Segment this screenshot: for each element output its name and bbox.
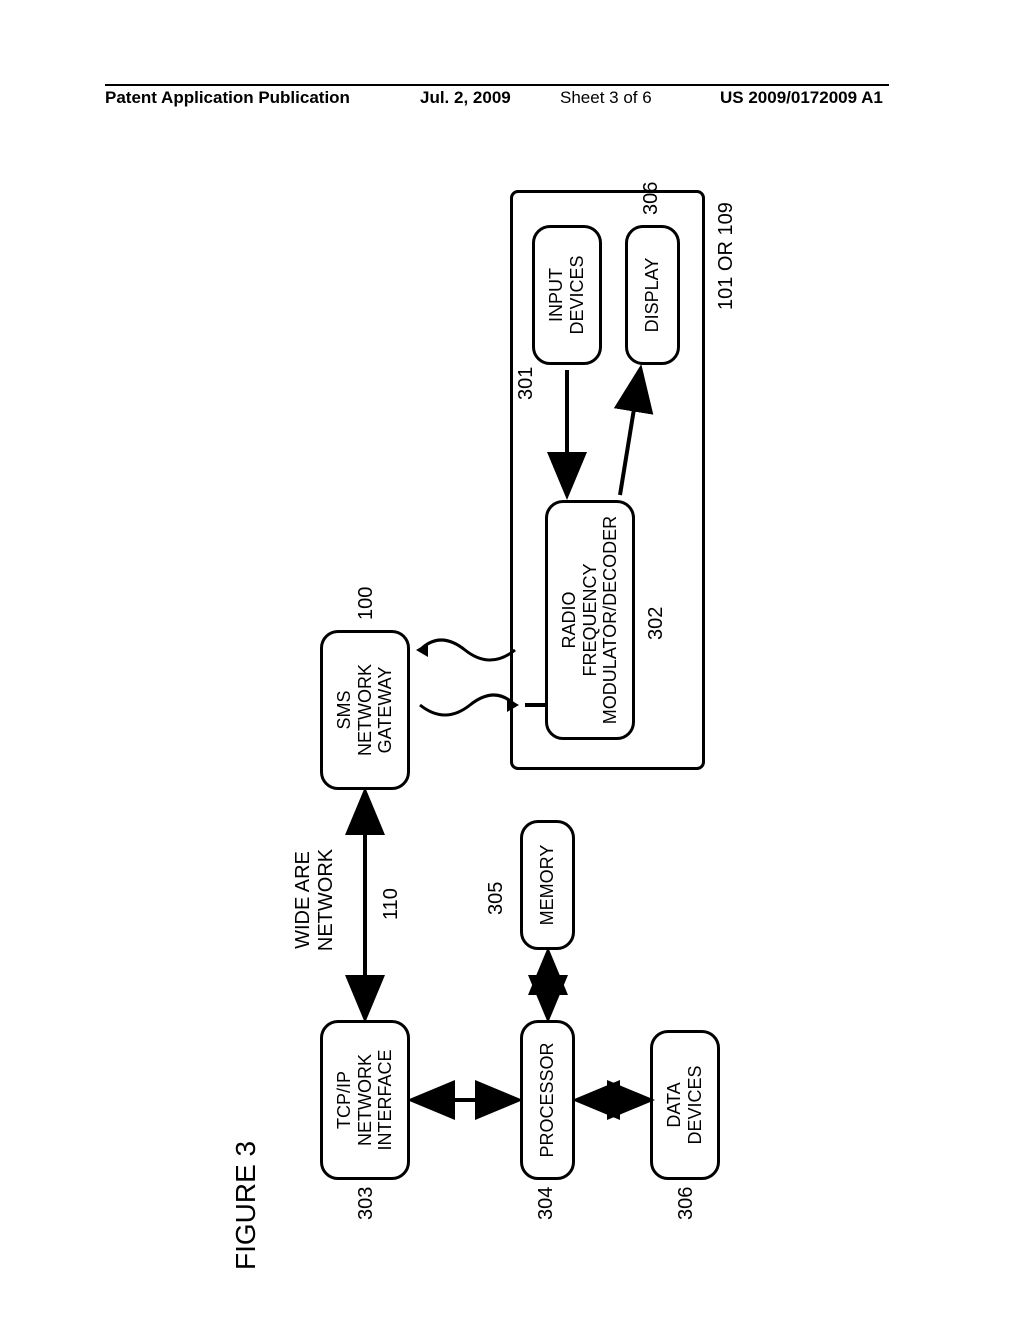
wan-label: WIDE ARE NETWORK [292,800,338,1000]
sms-ref: 100 [355,587,378,620]
wave-up-icon [415,610,525,690]
proc-data-arrow [575,1090,655,1110]
header-sheet: Sheet 3 of 6 [560,88,652,108]
figure-title: FIGURE 3 [230,1141,262,1270]
display-box: DISPLAY [625,225,680,365]
device-ref: 101 OR 109 [715,202,738,310]
data-devices-ref: 306 [675,1187,698,1220]
rf-top-stub [525,695,550,715]
processor-label: PROCESSOR [537,1042,558,1157]
processor-box: PROCESSOR [520,1020,575,1180]
tcpip-ref: 303 [355,1187,378,1220]
rf-ref: 302 [645,607,668,640]
tcpip-line3: INTERFACE [375,1050,396,1151]
data-devices-box: DATA DEVICES [650,1030,720,1180]
tcpip-box: TCP/IP NETWORK INTERFACE [320,1020,410,1180]
input-line2: DEVICES [567,255,588,334]
data-line1: DATA [664,1082,685,1127]
sms-line2: NETWORK [355,664,376,756]
header-rule [105,84,889,86]
input-ref: 301 [515,367,538,400]
header-pub-number: US 2009/0172009 A1 [720,88,883,108]
input-devices-box: INPUT DEVICES [532,225,602,365]
memory-label: MEMORY [537,845,558,926]
input-rf-arrow [557,365,577,500]
memory-ref: 305 [485,882,508,915]
rf-display-arrow [610,365,630,500]
processor-ref: 304 [535,1187,558,1220]
tcpip-line2: NETWORK [355,1054,376,1146]
header-date: Jul. 2, 2009 [420,88,511,108]
diagram-container: FIGURE 3 TCP/IP NETWORK INTERFACE 303 SM… [70,170,970,1270]
tcpip-proc-arrow [410,1090,520,1110]
rf-line1: RADIO [559,592,580,649]
sms-box: SMS NETWORK GATEWAY [320,630,410,790]
tcpip-line1: TCP/IP [334,1071,355,1129]
sms-line1: SMS [334,691,355,730]
wan-arrow [350,790,390,1020]
figure-3-diagram: FIGURE 3 TCP/IP NETWORK INTERFACE 303 SM… [320,170,720,1270]
input-line1: INPUT [546,268,567,322]
rf-line2: FREQUENCY [580,564,601,677]
data-line2: DEVICES [685,1065,706,1144]
proc-mem-arrow [538,950,558,1020]
header-publication: Patent Application Publication [105,88,350,108]
rf-line3: MODULATOR/DECODER [600,516,621,724]
sms-line3: GATEWAY [375,667,396,754]
display-ref: 306 [640,182,663,215]
display-label: DISPLAY [642,258,663,333]
memory-box: MEMORY [520,820,575,950]
rf-box: RADIO FREQUENCY MODULATOR/DECODER [545,500,635,740]
